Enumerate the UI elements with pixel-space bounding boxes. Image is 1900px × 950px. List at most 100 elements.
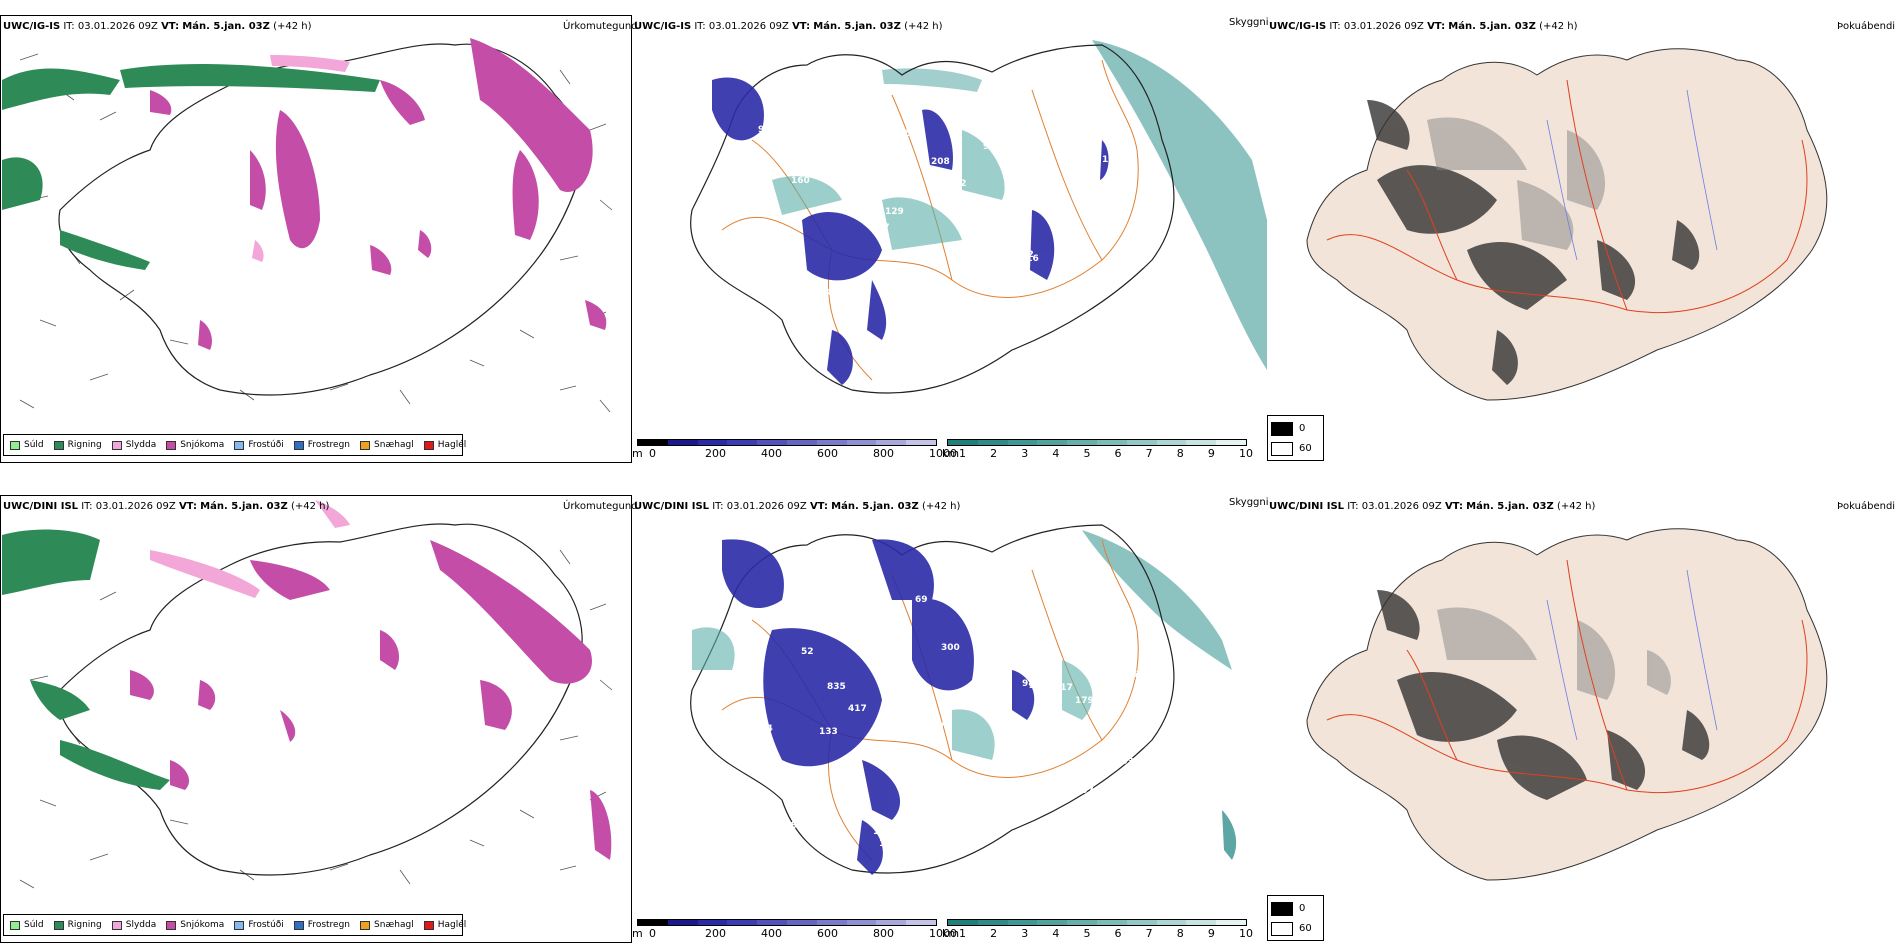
colorbar-tick-label: 10 xyxy=(1239,447,1253,460)
fog-map xyxy=(1306,48,1828,401)
colorbar-tick-label: 1 xyxy=(959,927,966,940)
vt-value: Mán. 5.jan. 03Z xyxy=(1466,501,1554,512)
panel-title: UWC/DINI ISL IT: 03.01.2026 09Z VT: Mán.… xyxy=(1269,501,1595,512)
colorbar-segment xyxy=(638,920,668,925)
vt-value: Mán. 5.jan. 03Z xyxy=(182,21,270,32)
fog-rivers xyxy=(1546,569,1718,741)
fog-title: Þokuábendi xyxy=(1837,21,1896,32)
panel-title: UWC/IG-IS IT: 03.01.2026 09Z VT: Mán. 5.… xyxy=(3,21,312,32)
cloud-base-labels: 307 149 168 300 302 300 154 127 131 52 216 190 179 13… xyxy=(737,570,1161,854)
precip-panel-row1: UWC/IG-IS IT: 03.01.2026 09Z VT: Mán. 5.… xyxy=(0,0,640,470)
fog-legend-label-1: 60 xyxy=(1299,923,1312,934)
colorbar-tick-label: 4 xyxy=(1052,927,1060,940)
colorbar-segment xyxy=(667,920,698,925)
model-name: UWC/DINI ISL xyxy=(634,501,710,512)
cloud-base-areas xyxy=(722,539,1035,875)
cloud-base-label: 115 xyxy=(989,279,1008,289)
rain-areas xyxy=(2,64,380,270)
colorbar-tick-label: 5 xyxy=(1083,927,1091,940)
fog-legend-label-0: 0 xyxy=(1299,423,1306,434)
legend-label: Frostúði xyxy=(248,920,284,930)
fog-title: Þokuábendi xyxy=(1837,501,1896,512)
cloud-base-label: 85 xyxy=(846,844,859,854)
cloud-base-label: 61 xyxy=(890,85,903,95)
colorbar-segment xyxy=(1037,440,1068,445)
it-label: IT: xyxy=(1329,21,1341,32)
lead-time: (+42 h) xyxy=(1556,501,1596,512)
colorbar-tick-label: 10 xyxy=(1239,927,1253,940)
cloud-base-colorbar: m 0 200 400 600 800 1000 xyxy=(632,919,957,941)
colorbar-segment xyxy=(667,440,698,445)
colorbar-segment xyxy=(1186,920,1217,925)
fog-roads xyxy=(1326,79,1808,313)
legend-item-frostúði: Frostúði xyxy=(234,440,284,450)
cloud-base-label: 250 xyxy=(1029,681,1048,691)
cloud-base-label: 143 xyxy=(1102,115,1121,125)
precip-map xyxy=(2,500,613,889)
colorbar-segment xyxy=(906,920,936,925)
lead-time: (+42 h) xyxy=(290,501,330,512)
cloud-base-label: 52 xyxy=(801,647,814,657)
cloud-base-label: 167 xyxy=(801,323,820,333)
legend-item-snjókoma: Snjókoma xyxy=(166,920,224,930)
legend-swatch xyxy=(10,920,20,930)
colorbar-tick-label: 200 xyxy=(705,447,726,460)
model-name: UWC/IG-IS xyxy=(1269,21,1327,32)
cloud-base-label: 59 xyxy=(1013,98,1026,108)
cloud-base-label: 90 xyxy=(1141,182,1154,192)
it-label: IT: xyxy=(694,21,706,32)
model-name: UWC/DINI ISL xyxy=(3,501,79,512)
visibility-colorbar-strip xyxy=(947,919,1247,926)
legend-item-súld: Súld xyxy=(10,920,44,930)
cloud-base-unit: m xyxy=(632,927,643,940)
fog-roads xyxy=(1326,559,1808,793)
cloud-base-label: 88 xyxy=(1086,670,1099,680)
cloud-base-label: 417 xyxy=(848,704,867,714)
legend-item-frostregn: Frostregn xyxy=(293,920,351,930)
legend-label: Frostregn xyxy=(307,920,351,930)
cloud-base-label: 60 xyxy=(1095,349,1108,359)
vt-value: Mán. 5.jan. 03Z xyxy=(813,21,901,32)
colorbar-tick-label: 400 xyxy=(761,927,782,940)
colorbar-tick-label: 800 xyxy=(873,927,894,940)
colorbar-segment xyxy=(1216,440,1246,445)
colorbar-segment xyxy=(1007,920,1038,925)
cloud-base-label: 307 xyxy=(1075,786,1094,796)
it-label: IT: xyxy=(81,501,93,512)
legend-item-haglél: Haglél xyxy=(423,440,466,450)
legend-item-rigning: Rigning xyxy=(53,920,102,930)
legend-item-slydda: Slydda xyxy=(111,440,157,450)
colorbar-tick-label: 7 xyxy=(1145,927,1153,940)
colorbar-segment xyxy=(1067,440,1097,445)
colorbar-segment xyxy=(757,920,787,925)
colorbar-segment xyxy=(638,440,668,445)
legend-label: Frostúði xyxy=(248,440,284,450)
cloud-base-label: 158 xyxy=(778,821,797,831)
legend-item-súld: Súld xyxy=(10,440,44,450)
colorbar-tick-label: 7 xyxy=(1145,447,1153,460)
cloud-title: Skyggni xyxy=(1229,17,1269,28)
cloud-base-label: 168 xyxy=(1112,799,1131,809)
visibility-unit: km xyxy=(942,447,960,460)
legend-label: Rigning xyxy=(67,440,102,450)
vt-value: Mán. 5.jan. 03Z xyxy=(831,501,919,512)
cloudbase-panel-row1: UWC/IG-IS IT: 03.01.2026 09Z VT: Mán. 5.… xyxy=(632,0,1269,470)
it-label: IT: xyxy=(63,21,75,32)
visibility-unit: km xyxy=(942,927,960,940)
legend-label: Súld xyxy=(24,440,44,450)
panel-title: UWC/IG-IS IT: 03.01.2026 09Z VT: Mán. 5.… xyxy=(634,21,943,32)
fog-legend: 0 60 xyxy=(1267,895,1324,941)
legend-swatch xyxy=(166,440,177,450)
legend-swatch xyxy=(166,920,177,930)
legend-label: Slydda xyxy=(125,440,157,450)
vt-label: VT: xyxy=(809,501,828,512)
vt-label: VT: xyxy=(161,21,180,32)
legend-label: Slydda xyxy=(125,920,157,930)
colorbar-segment xyxy=(1156,440,1187,445)
lead-time: (+42 h) xyxy=(1539,21,1578,32)
lead-time: (+42 h) xyxy=(921,501,961,512)
fog-map xyxy=(1306,528,1828,881)
colorbar-tick-label: 2 xyxy=(990,927,998,940)
fog-legend-swatch-0 xyxy=(1271,422,1293,436)
cloud-base-label: 301 xyxy=(1059,826,1078,836)
